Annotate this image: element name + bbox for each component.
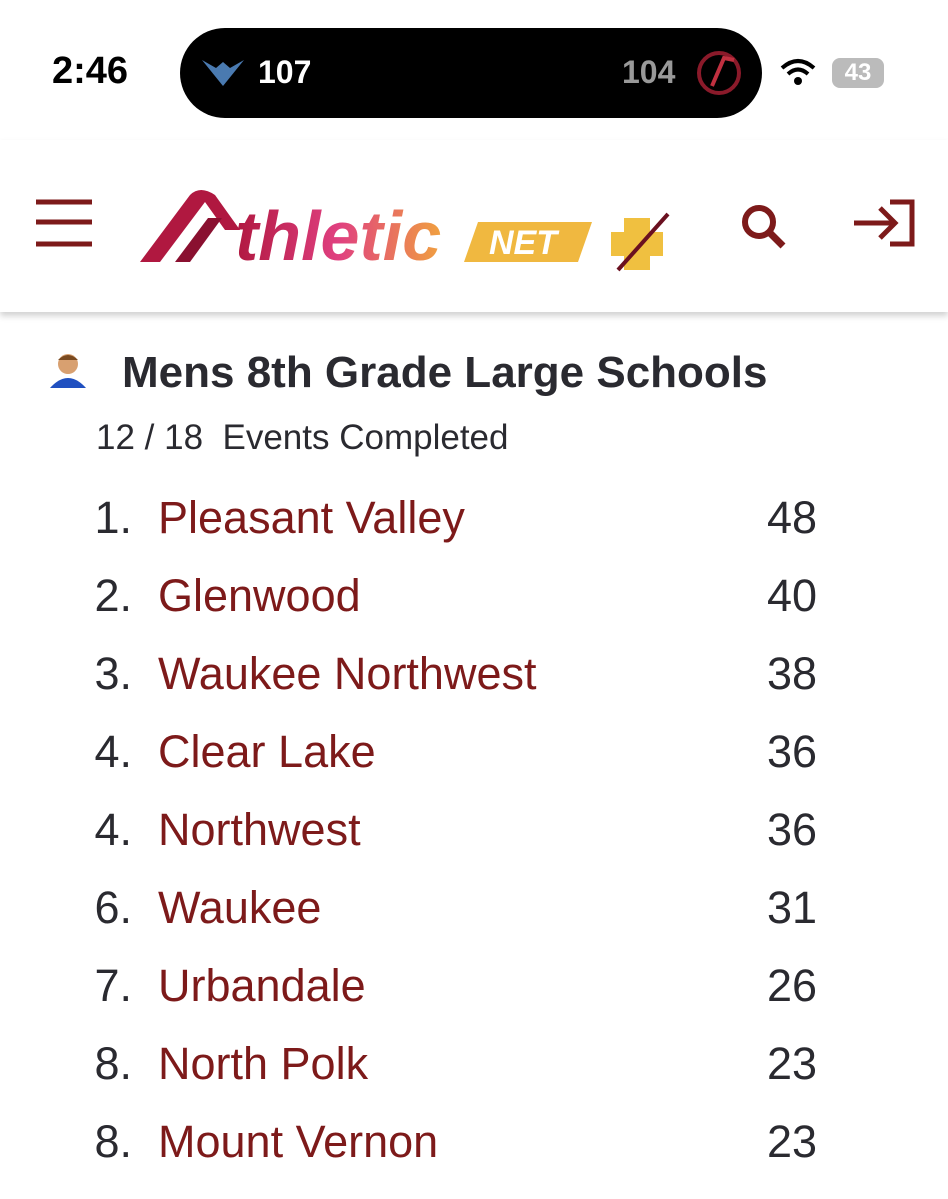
login-button[interactable] [854, 199, 915, 247]
team-link[interactable]: Glenwood [158, 570, 361, 621]
score: 26 [767, 960, 818, 1011]
team-logo [697, 51, 741, 95]
score: 23 [767, 1116, 818, 1167]
progress-label: Events Completed [222, 418, 509, 457]
standings-row: 1. Pleasant Valley 48 [0, 492, 948, 570]
logo-badge: NET [489, 224, 560, 262]
standings-row: 7. Urbandale 26 [0, 960, 948, 1038]
rank: 7. [94, 960, 132, 1011]
logo-mark [175, 218, 222, 262]
team-link[interactable]: Pleasant Valley [158, 492, 465, 543]
status-bar: 2:46 107 104 43 [0, 0, 948, 140]
nav-icons: thletic NET [36, 190, 915, 275]
away-score: 104 [622, 54, 676, 90]
score: 23 [767, 1038, 818, 1089]
rank: 8. [94, 1038, 132, 1089]
score: 31 [767, 882, 818, 933]
team-link[interactable]: North Polk [158, 1038, 369, 1089]
score: 48 [767, 492, 818, 543]
rank: 4. [94, 726, 132, 777]
standings-row: 4. Clear Lake 36 [0, 726, 948, 804]
progress-count: 12 / 18 [96, 418, 204, 457]
team-link[interactable]: Northwest [158, 804, 361, 855]
rank: 8. [94, 1116, 132, 1167]
rank: 1. [94, 492, 132, 543]
live-activity[interactable] [180, 28, 762, 118]
nav-bar: thletic NET [0, 140, 948, 312]
score: 40 [767, 570, 818, 621]
rank: 3. [94, 648, 132, 699]
logo-mark [140, 190, 240, 262]
score: 36 [767, 726, 818, 777]
rank: 2. [94, 570, 132, 621]
menu-button[interactable] [36, 199, 92, 247]
team-link[interactable]: Urbandale [158, 960, 366, 1011]
standings-row: 4. Northwest 36 [0, 804, 948, 882]
home-score: 107 [258, 54, 312, 90]
search-button[interactable] [742, 205, 786, 249]
standings-row: 6. Waukee 31 [0, 882, 948, 960]
score: 36 [767, 804, 818, 855]
plus-logo [611, 212, 670, 272]
standings-row: 2. Glenwood 40 [0, 570, 948, 648]
score: 38 [767, 648, 818, 699]
battery: 43 [832, 58, 884, 88]
logo-text: thletic [235, 197, 441, 275]
team-link[interactable]: Waukee Northwest [158, 648, 537, 699]
standings-title: Mens 8th Grade Large Schools [122, 348, 768, 397]
team-logo [202, 60, 244, 86]
logo-badge-bg [464, 222, 592, 262]
progress: 12 / 18 Events Completed [96, 418, 508, 458]
person-icon [50, 354, 86, 388]
standings-row: 8. Mount Vernon 23 [0, 1116, 948, 1194]
rank: 6. [94, 882, 132, 933]
standings-row: 8. North Polk 23 [0, 1038, 948, 1116]
rank: 4. [94, 804, 132, 855]
team-link[interactable]: Waukee [158, 882, 322, 933]
standings-row: 3. Waukee Northwest 38 [0, 648, 948, 726]
team-link[interactable]: Clear Lake [158, 726, 376, 777]
team-link[interactable]: Mount Vernon [158, 1116, 439, 1167]
wifi-icon [780, 59, 816, 85]
clock: 2:46 [52, 50, 129, 92]
